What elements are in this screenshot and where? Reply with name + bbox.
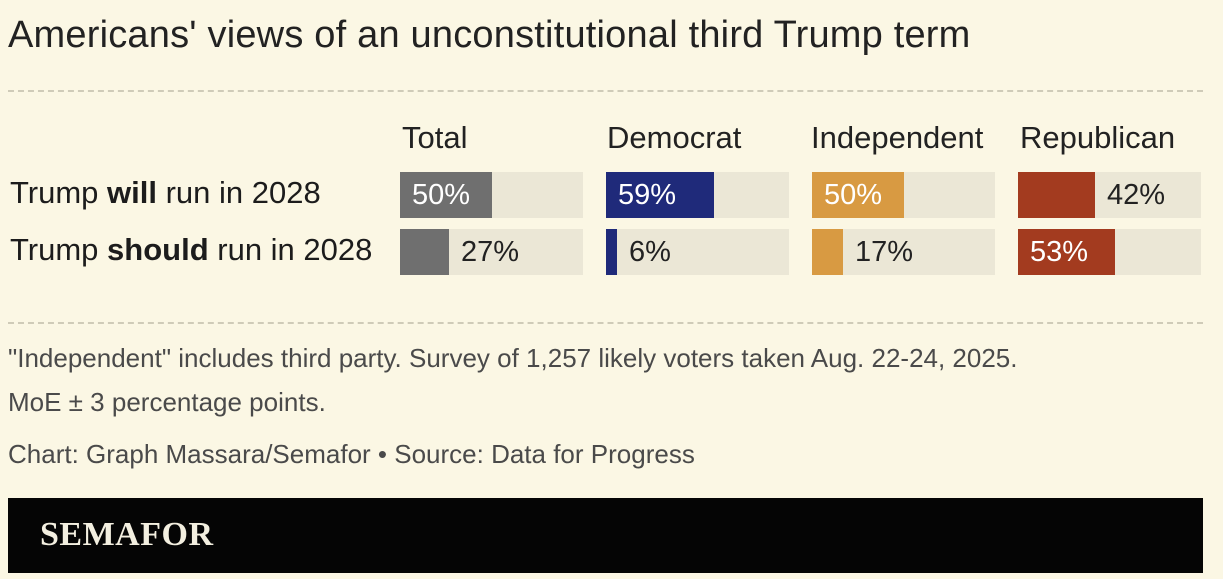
source-credit: Chart: Graph Massara/Semafor • Source: D…	[8, 439, 695, 469]
bar-track-should-total: 27%	[400, 229, 583, 275]
top-divider	[8, 90, 1203, 92]
chart-title: Americans' views of an unconstitutional …	[8, 14, 971, 56]
bar-will-independent	[812, 172, 904, 218]
value-label-should-total: 27%	[461, 236, 520, 268]
column-header-democrat: Democrat	[607, 120, 742, 155]
bar-track-should-independent: 17%	[812, 229, 995, 275]
row-label-should: Trump should run in 2028	[10, 232, 373, 267]
footer-bar: SEMAFOR	[8, 498, 1203, 573]
column-header-independent: Independent	[811, 120, 984, 155]
value-label-will-republican: 42%	[1107, 179, 1166, 211]
bar-should-democrat	[606, 229, 617, 275]
bar-track-will-republican: 42%	[1018, 172, 1201, 218]
semafor-logo: SEMAFOR	[40, 516, 214, 553]
note-line-2: MoE ± 3 percentage points.	[8, 387, 326, 417]
value-label-will-total: 50%	[412, 179, 471, 211]
value-label-should-independent: 17%	[855, 236, 914, 268]
bar-track-will-democrat: 59%	[606, 172, 789, 218]
bar-track-will-independent: 50%	[812, 172, 995, 218]
bar-will-republican	[1018, 172, 1095, 218]
column-header-republican: Republican	[1020, 120, 1176, 155]
bar-should-republican	[1018, 229, 1115, 275]
value-label-should-republican: 53%	[1030, 236, 1089, 268]
note-line-1: "Independent" includes third party. Surv…	[8, 343, 1018, 373]
column-header-total: Total	[402, 120, 468, 155]
value-label-will-democrat: 59%	[618, 179, 677, 211]
bar-track-should-republican: 53%	[1018, 229, 1201, 275]
value-label-will-independent: 50%	[824, 179, 883, 211]
bar-should-total	[400, 229, 449, 275]
value-label-should-democrat: 6%	[629, 236, 671, 268]
row-label-will: Trump will run in 2028	[10, 175, 321, 210]
bar-should-independent	[812, 229, 843, 275]
bar-track-will-total: 50%	[400, 172, 583, 218]
bottom-divider	[8, 322, 1203, 324]
bar-will-total	[400, 172, 492, 218]
bar-will-democrat	[606, 172, 714, 218]
bar-track-should-democrat: 6%	[606, 229, 789, 275]
